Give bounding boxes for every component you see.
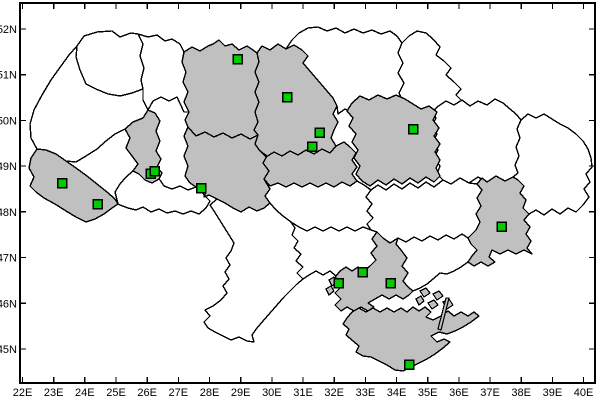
lagoon-fragment <box>427 299 439 310</box>
region-odesa <box>203 198 304 343</box>
x-tick-label: 34E <box>387 387 407 399</box>
y-tick-label: 49N <box>0 161 17 173</box>
x-tick-label: 30E <box>262 387 282 399</box>
plot-border <box>19 2 596 384</box>
region-kherson <box>334 231 414 312</box>
x-tick-label: 39E <box>543 387 563 399</box>
y-tick-label: 45N <box>0 344 17 356</box>
x-tick-label: 31E <box>293 387 313 399</box>
region-donetsk <box>467 175 533 267</box>
lagoon-fragment <box>419 287 431 298</box>
x-tick-label: 29E <box>231 387 251 399</box>
lagoon-fragment <box>437 297 450 331</box>
x-tick-label: 22E <box>13 387 33 399</box>
x-tick-label: 36E <box>449 387 469 399</box>
y-tick-label: 48N <box>0 207 17 219</box>
region-dnipropetrovsk <box>365 177 483 244</box>
lagoon-fragment <box>415 295 425 306</box>
region-kharkiv <box>431 98 522 185</box>
x-tick-label: 38E <box>511 387 531 399</box>
y-tick-label: 50N <box>0 115 17 127</box>
region-crimea <box>342 306 480 372</box>
y-tick-label: 51N <box>0 70 17 82</box>
station-marker <box>306 141 318 153</box>
station-marker <box>92 198 104 210</box>
x-tick-label: 35E <box>418 387 438 399</box>
lagoon-fragment <box>432 290 444 301</box>
x-tick-label: 26E <box>137 387 157 399</box>
region-poltava <box>346 94 441 187</box>
station-marker <box>195 182 207 194</box>
x-tick-label: 33E <box>356 387 376 399</box>
station-marker <box>403 359 415 371</box>
x-tick-label: 24E <box>75 387 95 399</box>
region-zaporizhzhia <box>395 233 478 292</box>
station-marker <box>281 91 293 103</box>
region-luhansk <box>512 113 593 216</box>
station-marker <box>232 53 244 65</box>
station-marker <box>407 123 419 135</box>
station-marker <box>385 277 397 289</box>
station-marker <box>357 266 369 278</box>
y-tick-label: 52N <box>0 24 17 36</box>
region-cherkasy <box>259 141 358 188</box>
x-tick-label: 27E <box>169 387 189 399</box>
station-marker <box>149 165 161 177</box>
station-marker <box>333 277 345 289</box>
x-tick-label: 25E <box>106 387 126 399</box>
lagoon-fragment <box>325 285 335 296</box>
y-tick-label: 47N <box>0 253 17 265</box>
y-tick-label: 46N <box>0 298 17 310</box>
x-tick-label: 28E <box>200 387 220 399</box>
region-zhytomyr <box>181 39 260 140</box>
station-marker <box>56 177 68 189</box>
region-chernivtsi <box>114 170 211 215</box>
x-tick-label: 23E <box>44 387 64 399</box>
x-tick-label: 40E <box>574 387 594 399</box>
x-tick-label: 37E <box>480 387 500 399</box>
x-tick-label: 32E <box>324 387 344 399</box>
station-marker <box>496 221 508 233</box>
station-marker <box>314 127 326 139</box>
